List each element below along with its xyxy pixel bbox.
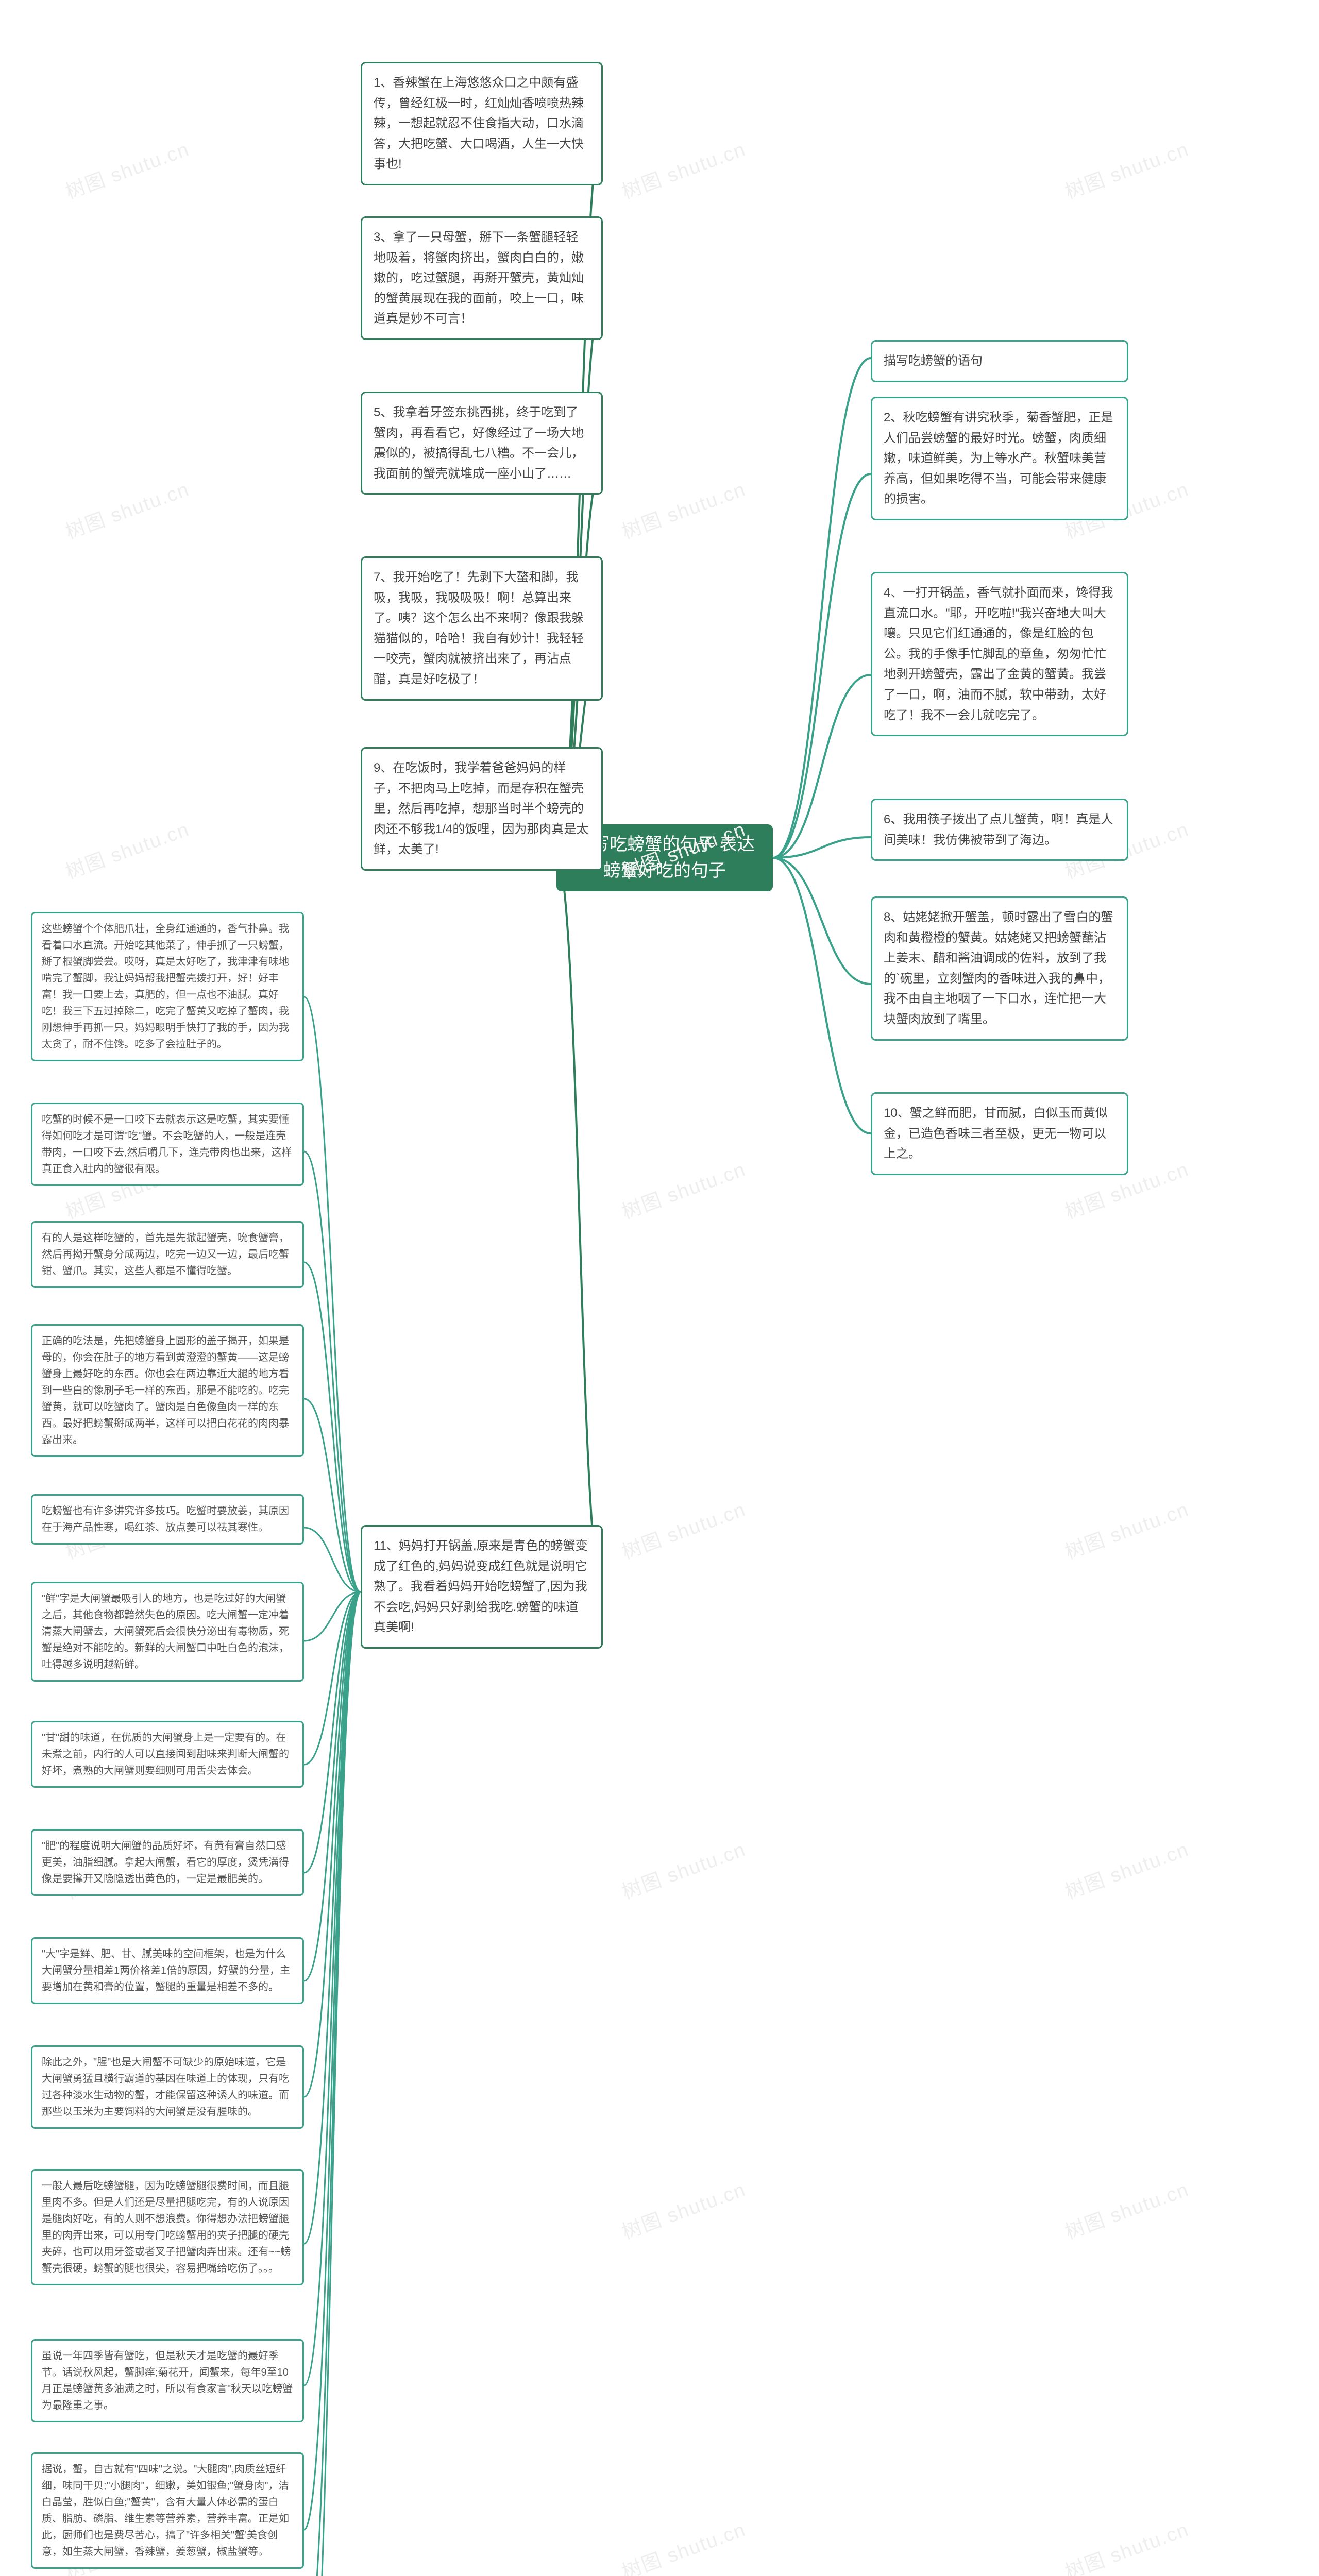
node-text: 8、姑姥姥掀开蟹盖，顿时露出了雪白的蟹肉和黄橙橙的蟹黄。姑姥姥又把螃蟹蘸沾上姜末… [884, 910, 1113, 1026]
mindmap-node: 这些螃蟹个个体肥爪壮，全身红通通的，香气扑鼻。我看着口水直流。开始吃其他菜了，伸… [31, 912, 304, 1061]
node-text: "甘"甜的味道，在优质的大闸蟹身上是一定要有的。在未煮之前，内行的人可以直接闻到… [42, 1732, 289, 1776]
connector [773, 858, 871, 984]
watermark: 树图 shutu.cn [1060, 2514, 1192, 2576]
watermark: 树图 shutu.cn [617, 133, 749, 205]
node-text: 吃蟹的时候不是一口咬下去就表示这是吃蟹，其实要懂得如何吃才是可谓"吃"蟹。不会吃… [42, 1114, 292, 1175]
watermark: 树图 shutu.cn [61, 814, 193, 885]
watermark: 树图 shutu.cn [617, 1154, 749, 1225]
connector [304, 1592, 361, 2097]
connector [773, 837, 871, 858]
connector [304, 1262, 361, 1592]
watermark: 树图 shutu.cn [617, 473, 749, 545]
node-text: 描写吃螃蟹的语句 [884, 354, 983, 368]
mindmap-node: 除此之外，"腥"也是大闸蟹不可缺少的原始味道，它是大闸蟹勇猛且横行霸道的基因在味… [31, 2045, 304, 2129]
connector [773, 358, 871, 858]
node-text: 有的人是这样吃蟹的，首先是先掀起蟹壳，吮食蟹膏，然后再拗开蟹身分成两边，吃完一边… [42, 1232, 289, 1277]
mindmap-node: 吃蟹的时候不是一口咬下去就表示这是吃蟹，其实要懂得如何吃才是可谓"吃"蟹。不会吃… [31, 1103, 304, 1186]
node-text: 一般人最后吃螃蟹腿，因为吃螃蟹腿很费时间，而且腿里肉不多。但是人们还是尽量把腿吃… [42, 2180, 291, 2274]
connector [304, 1399, 361, 1592]
connector [773, 858, 871, 1133]
node-text: "大"字是鲜、肥、甘、腻美味的空间框架，也是为什么大闸蟹分量相差1两价格差1倍的… [42, 1948, 290, 1993]
mindmap-node: 虽说一年四季皆有蟹吃，但是秋天才是吃蟹的最好季节。话说秋风起，蟹脚痒;菊花开，闻… [31, 2339, 304, 2422]
node-text: "鲜"字是大闸蟹最吸引人的地方，也是吃过好的大闸蟹之后，其他食物都黯然失色的原因… [42, 1593, 289, 1670]
node-text: 吃螃蟹也有许多讲究许多技巧。吃蟹时要放姜，其原因在于海产品性寒，喝红茶、放点姜可… [42, 1505, 289, 1533]
connector [304, 1592, 361, 2244]
watermark: 树图 shutu.cn [61, 473, 193, 545]
node-text: 9、在吃饭时，我学着爸爸妈妈的样子，不把肉马上吃掉，而是存积在蟹壳里，然后再吃掉… [374, 761, 588, 856]
node-text: 3、拿了一只母蟹，掰下一条蟹腿轻轻地吸着，将蟹肉挤出，蟹肉白白的，嫩嫩的，吃过蟹… [374, 230, 584, 326]
mindmap-node: "肥"的程度说明大闸蟹的品质好坏，有黄有膏自然口感更美，油脂细腻。拿起大闸蟹，看… [31, 1829, 304, 1896]
node-text: 1、香辣蟹在上海悠悠众口之中颇有盛传，曾经红极一时，红灿灿香喷喷热辣辣，一想起就… [374, 76, 584, 171]
node-text: 据说，蟹，自古就有"四味"之说。"大腿肉",肉质丝短纤细，味同干贝;"小腿肉"，… [42, 2464, 289, 2557]
connector [773, 675, 871, 858]
node-text: "肥"的程度说明大闸蟹的品质好坏，有黄有膏自然口感更美，油脂细腻。拿起大闸蟹，看… [42, 1840, 289, 1885]
watermark: 树图 shutu.cn [1060, 1834, 1192, 1905]
connector [304, 1592, 361, 1981]
node-text: 4、一打开锅盖，香气就扑面而来，馋得我直流口水。"耶，开吃啦!"我兴奋地大叫大嚷… [884, 586, 1113, 722]
connector [304, 1592, 361, 1641]
watermark: 树图 shutu.cn [617, 2174, 749, 2245]
mindmap-node: "甘"甜的味道，在优质的大闸蟹身上是一定要有的。在未煮之前，内行的人可以直接闻到… [31, 1721, 304, 1788]
mindmap-node: 8、姑姥姥掀开蟹盖，顿时露出了雪白的蟹肉和黄橙橙的蟹黄。姑姥姥又把螃蟹蘸沾上姜末… [871, 896, 1128, 1041]
mindmap-node: "鲜"字是大闸蟹最吸引人的地方，也是吃过好的大闸蟹之后，其他食物都黯然失色的原因… [31, 1582, 304, 1682]
mindmap-node: "大"字是鲜、肥、甘、腻美味的空间框架，也是为什么大闸蟹分量相差1两价格差1倍的… [31, 1937, 304, 2004]
watermark: 树图 shutu.cn [617, 1494, 749, 1565]
watermark: 树图 shutu.cn [1060, 2174, 1192, 2245]
mindmap-node: 2、秋吃螃蟹有讲究秋季，菊香蟹肥，正是人们品尝螃蟹的最好时光。螃蟹，肉质细嫩，味… [871, 397, 1128, 520]
connector [304, 1528, 361, 1592]
node-text: 10、蟹之鲜而肥，甘而腻，白似玉而黄似金，已造色香味三者至极，更无一物可以上之。 [884, 1106, 1108, 1161]
mindmap-node: 10、蟹之鲜而肥，甘而腻，白似玉而黄似金，已造色香味三者至极，更无一物可以上之。 [871, 1092, 1128, 1175]
connector [304, 1592, 361, 2530]
mindmap-node: 3、拿了一只母蟹，掰下一条蟹腿轻轻地吸着，将蟹肉挤出，蟹肉白白的，嫩嫩的，吃过蟹… [361, 216, 603, 340]
mindmap-node: 11、妈妈打开锅盖,原来是青色的螃蟹变成了红色的,妈妈说变成红色就是说明它熟了。… [361, 1525, 603, 1649]
connector [304, 1151, 361, 1592]
mindmap-node: 有的人是这样吃蟹的，首先是先掀起蟹壳，吮食蟹膏，然后再拗开蟹身分成两边，吃完一边… [31, 1221, 304, 1288]
mindmap-node: 7、我开始吃了！先剥下大螯和脚，我吸，我吸，我吸吸吸！啊！总算出来了。咦？这个怎… [361, 556, 603, 701]
node-text: 6、我用筷子拨出了点儿蟹黄，啊！真是人间美味！我仿佛被带到了海边。 [884, 812, 1113, 847]
watermark: 树图 shutu.cn [617, 1834, 749, 1905]
mindmap-node: 正确的吃法是，先把螃蟹身上圆形的盖子揭开，如果是母的，你会在肚子的地方看到黄澄澄… [31, 1324, 304, 1457]
connector [304, 1592, 361, 2576]
node-text: 5、我拿着牙签东挑西挑，终于吃到了蟹肉，再看看它，好像经过了一场大地震似的，被搞… [374, 405, 584, 481]
connector [304, 1592, 361, 2576]
node-text: 11、妈妈打开锅盖,原来是青色的螃蟹变成了红色的,妈妈说变成红色就是说明它熟了。… [374, 1539, 588, 1634]
mindmap-node: 5、我拿着牙签东挑西挑，终于吃到了蟹肉，再看看它，好像经过了一场大地震似的，被搞… [361, 392, 603, 495]
node-text: 正确的吃法是，先把螃蟹身上圆形的盖子揭开，如果是母的，你会在肚子的地方看到黄澄澄… [42, 1335, 289, 1446]
mindmap-node: 4、一打开锅盖，香气就扑面而来，馋得我直流口水。"耶，开吃啦!"我兴奋地大叫大嚷… [871, 572, 1128, 736]
mindmap-node: 描写吃螃蟹的语句 [871, 340, 1128, 382]
watermark: 树图 shutu.cn [617, 2514, 749, 2576]
watermark: 树图 shutu.cn [1060, 133, 1192, 205]
mindmap-node: 9、在吃饭时，我学着爸爸妈妈的样子，不把肉马上吃掉，而是存积在蟹壳里，然后再吃掉… [361, 747, 603, 871]
watermark: 树图 shutu.cn [1060, 1494, 1192, 1565]
watermark: 树图 shutu.cn [61, 133, 193, 205]
mindmap-node: 吃螃蟹也有许多讲究许多技巧。吃蟹时要放姜，其原因在于海产品性寒，喝红茶、放点姜可… [31, 1494, 304, 1545]
mindmap-node: 1、香辣蟹在上海悠悠众口之中颇有盛传，曾经红极一时，红灿灿香喷喷热辣辣，一想起就… [361, 62, 603, 185]
connector [556, 858, 603, 1592]
mindmap-node: 6、我用筷子拨出了点儿蟹黄，啊！真是人间美味！我仿佛被带到了海边。 [871, 799, 1128, 861]
connector [304, 1592, 361, 2385]
connector [304, 1592, 361, 1873]
connector [304, 1592, 361, 1765]
connector [304, 997, 361, 1592]
node-text: 这些螃蟹个个体肥爪壮，全身红通通的，香气扑鼻。我看着口水直流。开始吃其他菜了，伸… [42, 923, 289, 1050]
node-text: 2、秋吃螃蟹有讲究秋季，菊香蟹肥，正是人们品尝螃蟹的最好时光。螃蟹，肉质细嫩，味… [884, 411, 1113, 506]
mindmap-node: 据说，蟹，自古就有"四味"之说。"大腿肉",肉质丝短纤细，味同干贝;"小腿肉"，… [31, 2452, 304, 2569]
mindmap-node: 一般人最后吃螃蟹腿，因为吃螃蟹腿很费时间，而且腿里肉不多。但是人们还是尽量把腿吃… [31, 2169, 304, 2285]
connector [773, 474, 871, 858]
node-text: 7、我开始吃了！先剥下大螯和脚，我吸，我吸，我吸吸吸！啊！总算出来了。咦？这个怎… [374, 570, 584, 686]
node-text: 除此之外，"腥"也是大闸蟹不可缺少的原始味道，它是大闸蟹勇猛且横行霸道的基因在味… [42, 2057, 289, 2117]
node-text: 虽说一年四季皆有蟹吃，但是秋天才是吃蟹的最好季节。话说秋风起，蟹脚痒;菊花开，闻… [42, 2350, 293, 2411]
